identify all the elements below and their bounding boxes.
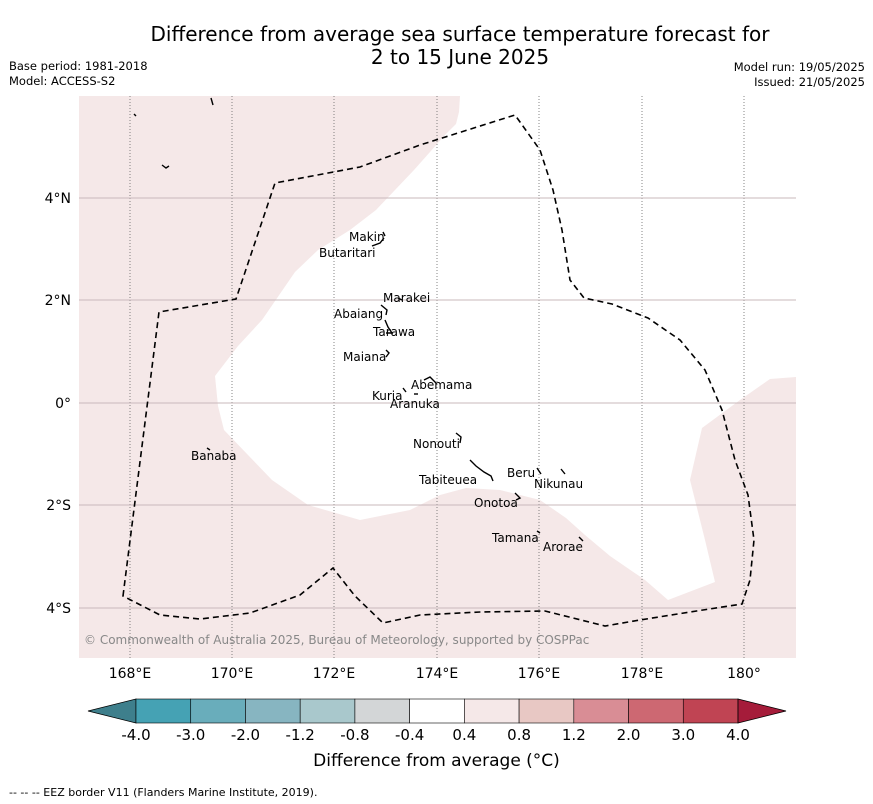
island-label-tabiteuea: Tabiteuea bbox=[418, 473, 477, 487]
island-label-tamana: Tamana bbox=[491, 531, 539, 545]
neutral-anomaly-region bbox=[215, 96, 796, 600]
island-label-nonouti: Nonouti bbox=[413, 437, 460, 451]
arorae-coastline bbox=[578, 536, 584, 542]
colorbar-segment bbox=[518, 698, 575, 724]
island-labels: Makin Butaritari Marakei Abaiang Tarawa … bbox=[191, 230, 583, 554]
lat-label-4n: 4°N bbox=[45, 191, 71, 207]
lon-label-172e: 172°E bbox=[313, 666, 356, 682]
longitude-labels: 168°E 170°E 172°E 174°E 176°E 178°E 180° bbox=[109, 666, 761, 682]
model-run-text: Model run: 19/05/2025 bbox=[733, 60, 865, 74]
colorbar-tick-label: 2.0 bbox=[616, 726, 641, 744]
island-label-marakei: Marakei bbox=[383, 291, 430, 305]
colorbar-tick-label: 4.0 bbox=[726, 726, 750, 744]
meta-left: Base period: 1981-2018 Model: ACCESS-S2 bbox=[9, 59, 148, 89]
lat-label-2n: 2°N bbox=[45, 293, 71, 309]
tamana-coastline bbox=[536, 530, 541, 534]
base-period-text: Base period: 1981-2018 bbox=[9, 59, 148, 73]
colorbar-segment bbox=[464, 698, 520, 724]
gridlines bbox=[79, 96, 796, 658]
islet-north-3 bbox=[210, 97, 214, 106]
colorbar bbox=[87, 698, 787, 724]
eez-legend-footer: -- -- -- EEZ border V11 (Flanders Marine… bbox=[9, 786, 318, 799]
colorbar-tick-label: 3.0 bbox=[671, 726, 696, 744]
islet-north-2 bbox=[161, 164, 170, 169]
islet-north-1 bbox=[133, 113, 137, 117]
colorbar-segment bbox=[190, 698, 246, 724]
island-label-beru: Beru bbox=[507, 466, 535, 480]
lat-label-0: 0° bbox=[55, 396, 71, 412]
island-label-butaritari: Butaritari bbox=[319, 246, 376, 260]
colorbar-tick-label: -1.2 bbox=[285, 726, 315, 744]
map-title-line-2: 2 to 15 June 2025 bbox=[370, 45, 550, 69]
makin-coastline bbox=[382, 231, 386, 237]
onotoa-coastline bbox=[514, 492, 522, 501]
colorbar-segment bbox=[573, 698, 629, 724]
island-label-arorae: Arorae bbox=[543, 540, 583, 554]
colorbar-tick-label: 1.2 bbox=[561, 726, 586, 744]
marakei-coastline bbox=[397, 297, 403, 301]
lon-label-168e: 168°E bbox=[109, 666, 152, 682]
colorbar-tick-label: 0.4 bbox=[452, 726, 477, 744]
colorbar-segment bbox=[245, 698, 301, 724]
tabiteuea-coastline bbox=[469, 459, 494, 482]
island-label-onotoa: Onotoa bbox=[474, 496, 518, 510]
colorbar-extension-low bbox=[87, 698, 137, 724]
eez-border bbox=[122, 114, 755, 627]
kuria-coastline bbox=[402, 387, 407, 393]
colorbar-segment bbox=[135, 698, 192, 724]
nonouti-coastline bbox=[455, 432, 462, 444]
island-label-kuria: Kuria bbox=[372, 389, 403, 403]
meta-right: Model run: 19/05/2025 Issued: 21/05/2025 bbox=[734, 60, 865, 90]
colorbar-tick-label: -0.4 bbox=[394, 726, 425, 744]
colorbar-tick-label: 0.8 bbox=[507, 726, 532, 744]
colorbar-tick-label: -3.0 bbox=[176, 726, 206, 744]
island-label-nikunau: Nikunau bbox=[534, 477, 583, 491]
issued-text: Issued: 21/05/2025 bbox=[754, 75, 865, 89]
maiana-coastline bbox=[385, 349, 390, 358]
island-label-makin: Makin bbox=[349, 230, 385, 244]
lon-label-174e: 174°E bbox=[416, 666, 459, 682]
beru-coastline bbox=[536, 467, 542, 475]
lon-label-176e: 176°E bbox=[518, 666, 561, 682]
island-label-banaba: Banaba bbox=[191, 449, 237, 463]
sst-anomaly-map: Makin Butaritari Marakei Abaiang Tarawa … bbox=[45, 96, 796, 682]
butaritari-coastline bbox=[371, 237, 385, 247]
colorbar-tick-label: -2.0 bbox=[230, 726, 261, 744]
island-label-aranuka: Aranuka bbox=[390, 397, 440, 411]
latitude-labels: 4°N 2°N 0° 2°S 4°S bbox=[45, 191, 72, 617]
colorbar-tick-label: -0.8 bbox=[340, 726, 370, 744]
island-label-maiana: Maiana bbox=[343, 350, 386, 364]
colorbar-extension-high bbox=[737, 698, 787, 724]
nikunau-coastline bbox=[560, 468, 566, 475]
colorbar-segment bbox=[299, 698, 356, 724]
island-label-abaiang: Abaiang bbox=[334, 307, 383, 321]
island-coastlines bbox=[133, 97, 584, 542]
lon-label-178e: 178°E bbox=[621, 666, 664, 682]
copyright-notice: © Commonwealth of Australia 2025, Bureau… bbox=[84, 633, 589, 647]
colorbar-segment bbox=[682, 698, 739, 724]
map-title-line-1: Difference from average sea surface temp… bbox=[150, 22, 770, 46]
banaba-coastline bbox=[206, 447, 211, 451]
island-label-abemama: Abemama bbox=[411, 378, 472, 392]
lon-label-180: 180° bbox=[727, 666, 761, 682]
colorbar-segment bbox=[354, 698, 410, 724]
island-label-tarawa: Tarawa bbox=[372, 325, 415, 339]
model-text: Model: ACCESS-S2 bbox=[9, 74, 116, 88]
colorbar-segment bbox=[628, 698, 684, 724]
abemama-coastline bbox=[423, 376, 437, 384]
lon-label-170e: 170°E bbox=[211, 666, 254, 682]
colorbar-tick-label: -4.0 bbox=[121, 726, 151, 744]
tarawa-coastline bbox=[384, 319, 394, 334]
abaiang-coastline bbox=[380, 304, 388, 316]
lat-label-2s: 2°S bbox=[46, 498, 71, 514]
colorbar-title: Difference from average (°C) bbox=[313, 751, 560, 771]
lat-label-4s: 4°S bbox=[46, 601, 71, 617]
colorbar-segment bbox=[409, 698, 465, 724]
